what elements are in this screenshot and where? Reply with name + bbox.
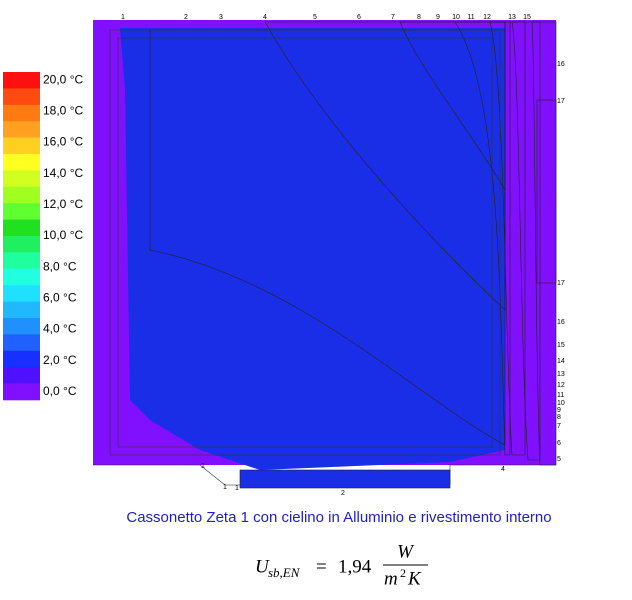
formula-numerator: W	[397, 541, 415, 562]
iso-band-12	[489, 21, 526, 456]
markers: 1 2 3 4 5 6 7 8 9 10 11 12 13 15161717161514131211109…	[121, 14, 565, 497]
edge-marker: 2	[341, 490, 345, 497]
legend-label: 10,0 °C	[43, 228, 83, 242]
edge-marker: 13	[508, 14, 516, 21]
iso-band-18	[536, 99, 557, 284]
legend-swatch	[3, 72, 40, 89]
edge-marker: 16	[557, 319, 565, 326]
legend-label: 2,0 °C	[43, 353, 77, 367]
caption: Cassonetto Zeta 1 con cielino in Allumin…	[126, 509, 551, 526]
edge-marker: 6	[557, 440, 561, 447]
iso-band-8	[454, 21, 511, 456]
edge-marker: 7	[391, 14, 395, 21]
iso-band-6	[399, 21, 506, 192]
legend-label: 12,0 °C	[43, 197, 83, 211]
edge-marker: 12	[557, 382, 565, 389]
legend-swatch	[3, 170, 40, 188]
edge-marker: 12	[483, 14, 491, 21]
legend-swatch	[3, 88, 40, 106]
legend-label: 18,0 °C	[43, 104, 83, 118]
legend-swatch	[3, 137, 40, 155]
legend-label: 16,0 °C	[43, 135, 83, 149]
edge-marker: 2	[184, 14, 188, 21]
formula: U sb,EN = 1,94 W m 2 K	[255, 541, 428, 589]
formula-value: 1,94	[338, 556, 372, 577]
legend-label: 6,0 °C	[43, 290, 77, 304]
legend-swatch	[3, 350, 40, 368]
legend-label: 14,0 °C	[43, 166, 83, 180]
legend-swatch	[3, 154, 40, 171]
edge-marker: 3	[219, 14, 223, 21]
aluminium-soffit	[239, 469, 451, 489]
box-outline	[109, 29, 501, 456]
formula-equals: =	[316, 556, 327, 577]
edge-marker: 13	[557, 371, 565, 378]
edge-marker: 11	[467, 14, 474, 21]
legend-swatch	[3, 268, 40, 286]
edge-marker: 1	[235, 485, 239, 492]
legend-swatch	[3, 318, 40, 335]
iso-band-16	[531, 21, 557, 466]
legend-swatch	[3, 367, 40, 384]
edge-marker: 8	[557, 414, 561, 421]
thermal-plot	[93, 20, 557, 489]
legend-label: 20,0 °C	[43, 72, 83, 86]
formula-den-tail: K	[407, 568, 422, 589]
cold-region	[120, 28, 505, 470]
legend: 20,0 °C 18,0 °C 16,0 °C 14,0 °C 12,0 °C 10,0 …	[3, 72, 83, 401]
edge-marker: 17	[557, 280, 565, 287]
edge-marker: 1	[121, 14, 125, 21]
edge-marker: 8	[417, 14, 421, 21]
formula-symbol: U	[255, 556, 270, 577]
edge-marker: 4	[501, 466, 505, 473]
edge-marker: 16	[557, 61, 565, 68]
legend-label: 0,0 °C	[43, 384, 77, 398]
legend-swatch	[3, 301, 40, 319]
legend-swatch	[3, 219, 40, 237]
legend-swatch	[3, 121, 40, 138]
edge-marker: 5	[313, 14, 317, 21]
edge-marker: 5	[557, 456, 561, 463]
edge-marker: 11	[557, 392, 564, 399]
edge-marker: 17	[557, 98, 565, 105]
edge-marker: 6	[357, 14, 361, 21]
legend-swatch	[3, 236, 40, 253]
legend-swatch	[3, 334, 40, 352]
formula-subscript: sb,EN	[268, 565, 301, 580]
edge-marker: 14	[557, 358, 565, 365]
legend-swatch	[3, 252, 40, 270]
legend-label: 8,0 °C	[43, 259, 77, 273]
edge-marker: 9	[557, 407, 561, 414]
edge-marker: 9	[436, 14, 440, 21]
formula-den-base: m	[384, 568, 398, 589]
edge-marker: 1	[223, 484, 227, 491]
edge-marker: 4	[263, 14, 267, 21]
edge-marker: 7	[557, 423, 561, 430]
edge-marker: 10	[452, 14, 460, 21]
edge-marker: 10	[557, 400, 565, 407]
legend-swatch	[3, 186, 40, 204]
edge-marker: 1	[201, 463, 205, 470]
edge-marker: 15	[523, 14, 531, 21]
legend-swatch	[3, 203, 40, 220]
formula-den-exp: 2	[400, 566, 406, 580]
iso-band-14	[511, 21, 541, 461]
legend-swatch	[3, 104, 40, 122]
legend-label: 4,0 °C	[43, 322, 77, 336]
iso-band-4	[149, 29, 506, 446]
legend-swatch	[3, 383, 40, 401]
legend-swatch	[3, 285, 40, 302]
edge-marker: 15	[557, 342, 565, 349]
